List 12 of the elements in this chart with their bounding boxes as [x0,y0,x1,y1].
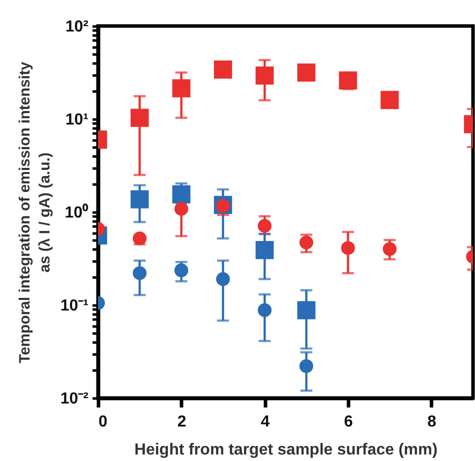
x-tick-label: 8 [427,414,436,430]
x-tick-label: 0 [98,414,108,430]
y-axis-title: Temporal integration of emission intensity as (λ I / gA) (a.u.) [16,61,54,364]
y-tick-label: 10⁻¹ [60,298,88,314]
y-tick-label: 10² [65,18,88,36]
y-tick-label: 10¹ [65,112,88,128]
x-tick-label: 2 [177,414,186,430]
x-axis-title: Height from target sample surface (mm) [134,442,438,458]
x-tick-label: 4 [260,414,270,430]
y-tick-label: 10⁰ [64,204,88,222]
x-tick-label: 6 [344,414,354,430]
y-tick-label: 10⁻² [60,390,88,408]
